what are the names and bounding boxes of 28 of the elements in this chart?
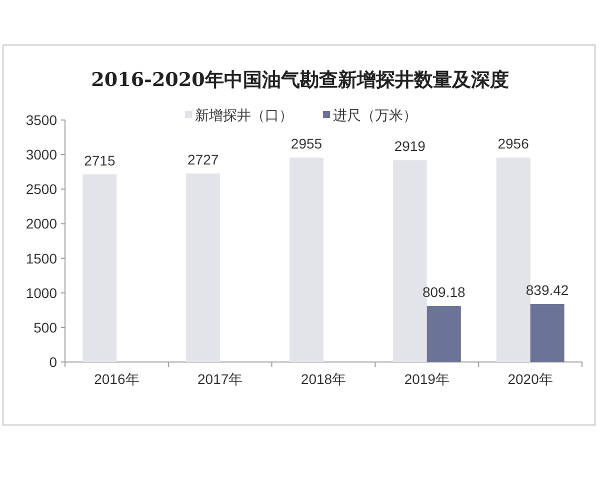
data-label: 2919 [394, 138, 426, 154]
x-tick-label: 2019年 [404, 371, 450, 387]
y-tick-label: 3500 [26, 112, 58, 128]
y-tick-label: 1000 [26, 284, 58, 301]
x-tick-label: 2020年 [508, 371, 553, 387]
x-tick-label: 2016年 [94, 371, 140, 387]
bar [290, 158, 324, 362]
bar [530, 304, 564, 362]
data-label: 809.18 [422, 284, 466, 300]
x-tick-label: 2018年 [300, 371, 346, 387]
data-label: 839.42 [526, 282, 569, 298]
data-label: 2727 [188, 151, 219, 168]
y-tick-label: 500 [34, 319, 58, 336]
bar [426, 306, 461, 362]
y-tick-label: 1500 [26, 250, 58, 266]
data-label: 2955 [290, 136, 322, 152]
bar [186, 173, 220, 362]
legend-label: 新增探井（口） [195, 107, 293, 123]
x-tick-label: 2017年 [198, 371, 243, 387]
data-label: 2715 [84, 152, 116, 168]
y-tick-label: 2500 [26, 181, 58, 198]
bar [82, 174, 117, 362]
legend-label: 进尺（万米） [333, 107, 417, 123]
data-label: 2956 [498, 136, 530, 152]
y-tick-label: 0 [49, 354, 58, 370]
y-tick-label: 3000 [26, 146, 58, 163]
chart-title: 2016-2020年中国油气勘查新增探井数量及深度 [91, 69, 509, 91]
y-tick-label: 2000 [26, 216, 58, 232]
